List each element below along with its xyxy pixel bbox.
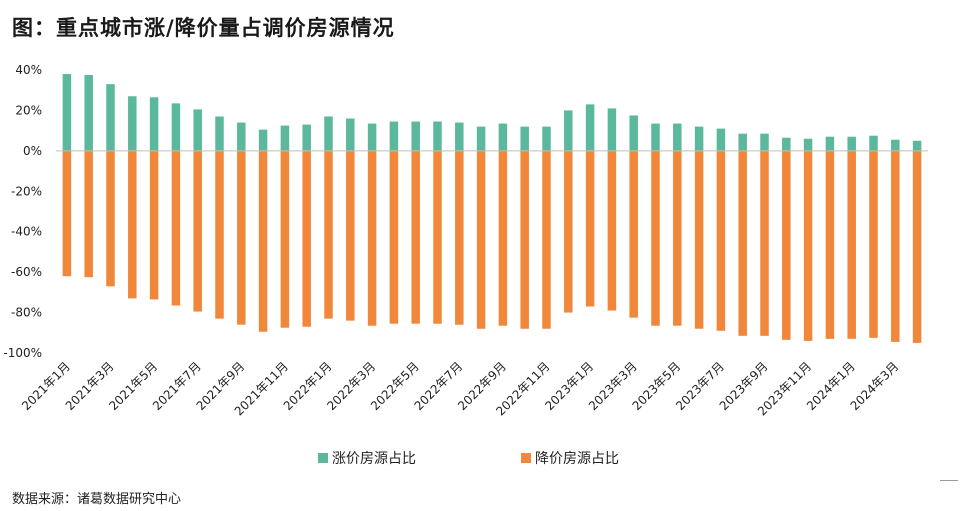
bar-down xyxy=(237,150,246,325)
bar-down xyxy=(629,150,638,318)
bar-up xyxy=(433,121,442,151)
bar-up xyxy=(673,123,682,151)
bar-down xyxy=(803,150,813,341)
bar-down xyxy=(498,150,508,326)
y-tick-label: -40% xyxy=(11,225,42,239)
bar-up xyxy=(738,133,747,151)
bar-down xyxy=(324,150,333,319)
bar-up xyxy=(542,126,551,151)
bar-up xyxy=(476,126,486,151)
y-tick-label: 0% xyxy=(23,144,42,158)
bar-up xyxy=(389,121,399,151)
data-source-note: 数据来源：诸葛数据研究中心 xyxy=(12,492,182,507)
bar-up xyxy=(847,136,856,151)
bar-up xyxy=(411,121,420,151)
bar-down xyxy=(912,150,922,343)
bar-down xyxy=(149,150,159,300)
legend-swatch-down xyxy=(521,453,531,463)
bar-up xyxy=(171,103,181,151)
bar-down xyxy=(62,150,72,277)
bar-up xyxy=(193,109,202,151)
bar-up xyxy=(564,110,573,151)
bar-down xyxy=(455,150,464,325)
bar-up xyxy=(803,138,813,151)
bar-up xyxy=(869,135,878,151)
bar-down xyxy=(716,150,726,331)
bar-down xyxy=(542,150,551,329)
bar-up xyxy=(149,97,159,151)
bar-down xyxy=(891,150,900,342)
legend-swatch-up xyxy=(318,453,328,463)
bar-down xyxy=(433,150,442,324)
bar-up xyxy=(84,75,93,151)
y-tick-label: -20% xyxy=(11,184,42,198)
bar-up xyxy=(367,123,377,151)
bar-up xyxy=(694,126,704,151)
bar-down xyxy=(651,150,660,326)
y-tick-label: 20% xyxy=(15,103,42,117)
bar-down xyxy=(694,150,704,329)
bar-up xyxy=(760,133,769,151)
bar-down xyxy=(106,150,115,287)
bar-up xyxy=(912,140,922,151)
bar-down xyxy=(346,150,355,321)
legend-label-up: 涨价房源占比 xyxy=(332,451,416,467)
bar-up xyxy=(215,116,224,151)
bar-up xyxy=(455,122,464,151)
legend-label-down: 降价房源占比 xyxy=(535,451,619,467)
bar-up xyxy=(825,136,835,151)
bar-up xyxy=(498,123,508,151)
bar-up xyxy=(237,122,246,151)
chart-title: 图：重点城市涨/降价量占调价房源情况 xyxy=(12,16,395,40)
bar-up xyxy=(128,96,137,151)
bar-down xyxy=(389,150,399,324)
y-tick-label: -100% xyxy=(3,346,42,360)
bar-up xyxy=(106,84,115,151)
bar-down xyxy=(476,150,486,329)
bar-down xyxy=(760,150,769,336)
bar-down xyxy=(280,150,290,328)
bar-down xyxy=(193,150,202,312)
bar-down xyxy=(825,150,835,339)
bar-up xyxy=(258,129,268,151)
bar-up xyxy=(346,118,355,151)
bar-down xyxy=(782,150,791,340)
bar-down xyxy=(738,150,747,336)
decorative-divider xyxy=(940,480,958,481)
y-tick-label: 40% xyxy=(15,63,42,77)
bar-up xyxy=(302,124,311,151)
bar-up xyxy=(585,104,595,151)
bar-up xyxy=(716,128,726,151)
bar-up xyxy=(520,126,529,151)
bar-down xyxy=(847,150,856,339)
bar-down xyxy=(215,150,224,319)
bar-down xyxy=(128,150,137,299)
bar-up xyxy=(280,125,290,151)
bar-down xyxy=(367,150,377,326)
bar-down xyxy=(564,150,573,313)
y-tick-label: -60% xyxy=(11,265,42,279)
bar-down xyxy=(520,150,529,329)
bar-up xyxy=(782,137,791,151)
bar-up xyxy=(324,116,333,151)
bar-up xyxy=(891,139,900,151)
bar-up xyxy=(62,74,72,151)
bar-down xyxy=(411,150,420,324)
y-tick-label: -80% xyxy=(11,306,42,320)
bar-down xyxy=(585,150,595,307)
bar-up xyxy=(651,123,660,151)
bar-down xyxy=(84,150,93,278)
bar-down xyxy=(869,150,878,338)
bar-down xyxy=(258,150,268,332)
bar-down xyxy=(607,150,617,311)
bar-up xyxy=(607,108,617,151)
bar-down xyxy=(171,150,181,306)
bar-down xyxy=(673,150,682,326)
bar-down xyxy=(302,150,311,327)
bar-up xyxy=(629,115,638,151)
